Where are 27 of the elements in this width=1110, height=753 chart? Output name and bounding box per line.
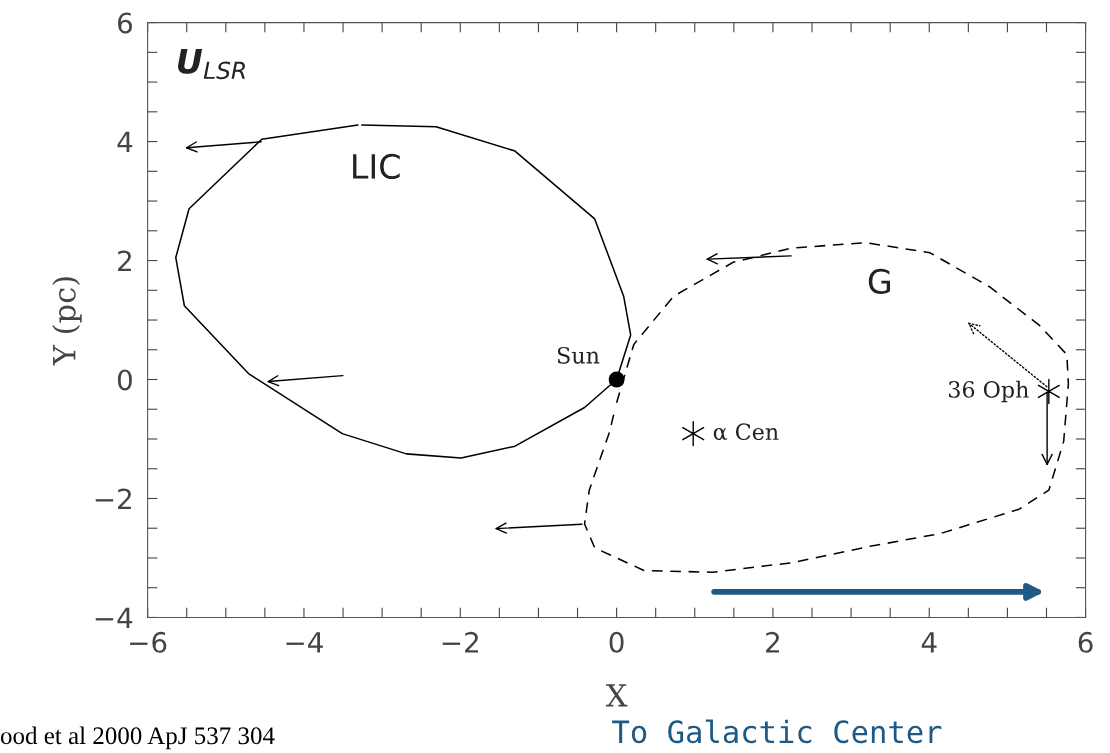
series-label: α Cen — [713, 423, 779, 441]
y-tick-label: −2 — [95, 488, 131, 510]
y-tick-label: 6 — [118, 12, 132, 34]
text: To Galactic Center — [612, 719, 942, 744]
x-tick-label: 6 — [1078, 631, 1093, 653]
y-tick-label: 0 — [117, 369, 132, 391]
point — [682, 420, 705, 447]
y-tick-label: 2 — [118, 250, 131, 272]
annotation: U$_{LSR}$ — [178, 49, 245, 80]
y-axis-title: Y (pc) — [52, 277, 82, 366]
x-tick-label: −2 — [442, 631, 478, 653]
point — [608, 371, 625, 388]
x-tick-label: 2 — [766, 631, 779, 653]
x-tick-label: −6 — [130, 631, 167, 653]
x-axis-title: X — [605, 684, 628, 707]
point — [1037, 378, 1060, 405]
line-series — [175, 124, 632, 459]
y-tick-label: 4 — [117, 131, 133, 153]
x-tick-label: 0 — [609, 631, 624, 653]
series-label: 36 Oph — [949, 380, 1029, 403]
series-label: LIC — [353, 153, 400, 180]
y-tick-label: −4 — [95, 607, 133, 629]
series-label: Sun — [557, 346, 600, 364]
series-label: G — [868, 268, 891, 295]
x-tick-label: −4 — [286, 632, 323, 653]
x-tick-label: 4 — [921, 632, 937, 653]
text: ood et al 2000 ApJ 537 304 — [0, 726, 275, 750]
